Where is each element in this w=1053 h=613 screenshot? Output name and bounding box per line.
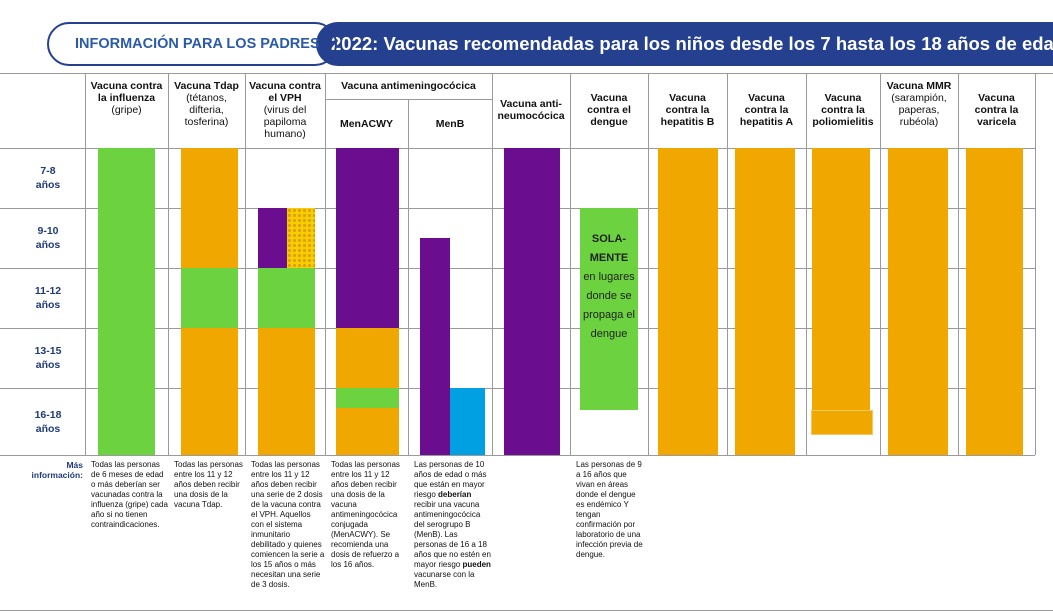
group-header: Vacuna antimeningocócica — [341, 80, 476, 92]
dengue-text: en lugares donde se propaga el dengue — [583, 271, 635, 340]
row-header: 13-15 años — [34, 345, 62, 371]
rule — [0, 73, 1053, 74]
column-header: Vacuna contra el VPH (virus del papiloma … — [245, 80, 325, 148]
column-name: MenACWY — [339, 118, 394, 130]
vaccine-bar — [98, 148, 155, 455]
column-header: Vacuna contra la poliomielitis — [806, 90, 880, 130]
note-text: Todas las personas entre los 11 y 12 año… — [331, 460, 400, 569]
dengue-bar: SOLA-MENTE en lugares donde se propaga el… — [580, 208, 638, 410]
row-header: 9-10 años — [35, 225, 61, 251]
column-line — [168, 73, 169, 455]
vaccine-bar — [658, 148, 718, 455]
column-detail: (sarampión, paperas, rubéola) — [891, 92, 947, 128]
vaccine-bar — [336, 408, 399, 455]
column-header: Vacuna contra la hepatitis A — [727, 90, 806, 130]
column-header: MenACWY — [325, 118, 408, 138]
notes-label: Más información: — [31, 460, 83, 480]
row-line — [0, 455, 1035, 456]
header-tag: INFORMACIÓN PARA LOS PADRES — [47, 22, 337, 66]
column-detail: (gripe) — [111, 104, 142, 116]
column-header: Vacuna Tdap (tétanos, difteria, tosferina… — [168, 80, 245, 148]
column-line — [408, 100, 409, 455]
column-line — [570, 73, 571, 455]
note-text: Todas las personas entre los 11 y 12 año… — [251, 460, 325, 589]
column-name: Vacuna Tdap — [174, 80, 239, 92]
note-text: deberían — [438, 490, 472, 499]
vaccine-bar — [888, 148, 948, 455]
note: Todas las personas entre los 11 y 12 año… — [251, 460, 325, 590]
vaccine-bar — [420, 238, 450, 455]
column-name: Vacuna contra el dengue — [587, 92, 631, 128]
note-text: vacunarse con la MenB. — [414, 570, 475, 589]
column-header: MenB — [408, 118, 492, 138]
column-name: Vacuna contra la varicela — [974, 92, 1019, 128]
column-line — [958, 73, 959, 455]
note-text: pueden — [462, 560, 491, 569]
dengue-bold: SOLA-MENTE — [589, 233, 629, 264]
column-detail: (tétanos, difteria, tosferina) — [184, 92, 229, 128]
note: Todas las personas de 6 meses de edad o … — [91, 460, 168, 530]
column-name: Vacuna contra la hepatitis B — [660, 92, 715, 128]
note-text: Todas las personas entre los 11 y 12 año… — [174, 460, 243, 509]
rule — [325, 99, 492, 100]
vaccine-bar — [966, 148, 1023, 455]
column-name: Vacuna contra la poliomielitis — [812, 92, 874, 128]
column-name: MenB — [435, 118, 465, 130]
column-line — [492, 73, 493, 455]
column-header: Vacuna anti-neumocócica — [492, 90, 570, 130]
note: Todas las personas entre los 11 y 12 año… — [174, 460, 245, 510]
vaccine-bar — [181, 268, 238, 328]
note: Las personas de 10 años de edad o más qu… — [414, 460, 492, 590]
note-text: Las personas de 10 años de edad o más qu… — [414, 460, 487, 499]
vaccine-bar — [181, 328, 238, 455]
vaccine-bar — [336, 388, 399, 408]
column-detail: (virus del papiloma humano) — [263, 104, 307, 140]
vaccine-bar — [336, 148, 399, 328]
rule — [0, 610, 1053, 611]
column-name: Vacuna contra la influenza — [90, 80, 163, 104]
vaccine-bar — [258, 328, 315, 455]
column-name: Vacuna contra la hepatitis A — [739, 92, 794, 128]
column-name: Vacuna anti-neumocócica — [497, 98, 565, 122]
header-title: 2022: Vacunas recomendadas para los niño… — [316, 22, 1053, 66]
note: Las personas de 9 a 16 años que vivan en… — [576, 460, 646, 560]
column-line — [648, 73, 649, 455]
vaccine-bar — [812, 148, 870, 410]
note-text: Todas las personas de 6 meses de edad o … — [91, 460, 168, 529]
column-name: Vacuna MMR — [886, 80, 952, 92]
column-header: Vacuna contra la influenza (gripe) — [85, 80, 168, 148]
vaccine-bar — [336, 328, 399, 388]
column-header: Vacuna contra el dengue — [570, 90, 648, 130]
column-line — [1035, 73, 1036, 455]
row-header: 11-12 años — [34, 285, 62, 311]
column-line — [85, 73, 86, 455]
column-header: Vacuna contra la hepatitis B — [648, 90, 727, 130]
vaccine-bar — [735, 148, 795, 455]
vaccine-bar — [504, 148, 560, 455]
column-name: Vacuna contra el VPH — [249, 80, 321, 104]
vaccine-bar — [258, 268, 315, 328]
column-line — [806, 73, 807, 455]
vaccine-bar — [181, 148, 238, 268]
note-text: recibir una vacuna antimeningocócica del… — [414, 500, 491, 569]
column-header: Vacuna MMR (sarampión, paperas, rubéola) — [880, 80, 958, 148]
vaccine-bar — [450, 388, 485, 455]
column-line — [880, 73, 881, 455]
note-text: Las personas de 9 a 16 años que vivan en… — [576, 460, 643, 559]
vaccine-bar — [258, 208, 287, 268]
column-header: Vacuna contra la varicela — [958, 90, 1035, 130]
row-header: 7-8 años — [35, 165, 61, 191]
column-line — [245, 73, 246, 455]
note: Todas las personas entre los 11 y 12 año… — [331, 460, 408, 570]
column-line — [727, 73, 728, 455]
row-header: 16-18 años — [34, 408, 62, 435]
vaccine-bar — [287, 208, 315, 268]
vaccine-bar — [811, 410, 873, 435]
column-line — [325, 73, 326, 455]
